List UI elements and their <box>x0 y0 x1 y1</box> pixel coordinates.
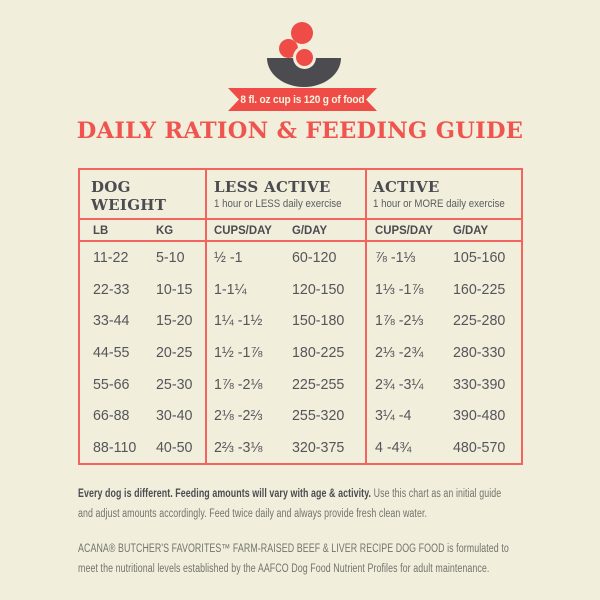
grams-value: 60-120 <box>292 249 337 267</box>
dog-weight-title-line1: DOG <box>91 178 131 196</box>
kibble-dot-icon <box>291 22 313 44</box>
column-less-active: LESS ACTIVE 1 hour or LESS daily exercis… <box>205 170 365 463</box>
table-row: 1⅞ -2⅓ 225-280 <box>367 305 521 337</box>
table-row: 1¼ -1½ 150-180 <box>207 305 365 337</box>
table-row: ½ -1 60-120 <box>207 242 365 274</box>
col-header-cups-day: CUPS/DAY <box>214 223 272 237</box>
page-title: DAILY RATION & FEEDING GUIDE <box>76 118 524 144</box>
lb-value: 11-22 <box>93 249 129 267</box>
col-header-g-day: G/DAY <box>292 223 328 237</box>
kg-value: 15-20 <box>156 312 193 330</box>
table-row: 1-1¼ 120-150 <box>207 274 365 306</box>
cup-measure-text: 8 fl. oz cup is 120 g of food <box>240 93 365 106</box>
table-row: 1⅞ -2⅛ 225-255 <box>207 368 365 400</box>
col-header-lb: LB <box>93 223 109 237</box>
dog-weight-rows: 11-22 5-10 22-33 10-15 33-44 15-20 44-55 20-… <box>80 242 205 463</box>
lb-value: 44-55 <box>93 343 130 361</box>
grams-value: 180-225 <box>292 343 345 361</box>
grams-value: 390-480 <box>453 407 506 425</box>
cups-value: 1-1¼ <box>214 280 247 298</box>
cups-value: 3¼ -4 <box>375 407 412 425</box>
table-row: 11-22 5-10 <box>80 242 205 274</box>
aafco-statement: ACANA® BUTCHER'S FAVORITES™ FARM-RAISED … <box>78 543 509 575</box>
active-header: ACTIVE 1 hour or MORE daily exercise <box>367 170 521 218</box>
lb-value: 55-66 <box>93 375 130 393</box>
cup-measure-banner: 8 fl. oz cup is 120 g of food <box>228 88 377 111</box>
less-active-header: LESS ACTIVE 1 hour or LESS daily exercis… <box>207 170 365 218</box>
col-header-cups-day: CUPS/DAY <box>375 223 433 237</box>
table-row: 66-88 30-40 <box>80 400 205 432</box>
table-row: 4 -4¾ 480-570 <box>367 431 521 463</box>
column-active: ACTIVE 1 hour or MORE daily exercise CUP… <box>365 170 521 463</box>
less-active-rows: ½ -1 60-120 1-1¼ 120-150 1¼ -1½ 150-180 1½ … <box>207 242 365 463</box>
active-subheader: CUPS/DAY G/DAY <box>367 218 521 242</box>
cups-value: 1¼ -1½ <box>214 312 263 330</box>
grams-value: 255-320 <box>292 407 345 425</box>
table-row: 1½ -1⅞ 180-225 <box>207 337 365 369</box>
table-row: 22-33 10-15 <box>80 274 205 306</box>
active-rows: ⅞ -1⅓ 105-160 1⅓ -1⅞ 160-225 1⅞ -2⅓ 225-280… <box>367 242 521 463</box>
col-header-g-day: G/DAY <box>453 223 489 237</box>
dog-weight-header: DOG WEIGHT <box>80 170 205 218</box>
grams-value: 480-570 <box>453 438 506 456</box>
table-row: 44-55 20-25 <box>80 337 205 369</box>
dog-weight-subheader: LB KG <box>80 218 205 242</box>
kg-value: 5-10 <box>156 249 185 267</box>
cups-value: 2¾ -3¼ <box>375 375 424 393</box>
table-row: 3¼ -4 390-480 <box>367 400 521 432</box>
cups-value: 2⅓ -2¾ <box>375 343 424 361</box>
less-active-subheader: CUPS/DAY G/DAY <box>207 218 365 242</box>
grams-value: 160-225 <box>453 280 506 298</box>
less-active-subtitle: 1 hour or LESS daily exercise <box>214 198 342 211</box>
lb-value: 66-88 <box>93 407 130 425</box>
table-row: 33-44 15-20 <box>80 305 205 337</box>
disclaimer-regular-text: Use this chart as an initial guide and a… <box>78 488 502 520</box>
table-row: 88-110 40-50 <box>80 431 205 463</box>
less-active-title: LESS ACTIVE <box>214 178 331 196</box>
feeding-table: DOG WEIGHT LB KG 11-22 5-10 22-33 10-15 33… <box>78 168 523 465</box>
table-row: 2⅛ -2⅔ 255-320 <box>207 400 365 432</box>
cups-value: 1⅓ -1⅞ <box>375 280 424 298</box>
cups-value: 2⅔ -3⅛ <box>214 438 263 456</box>
lb-value: 88-110 <box>93 438 137 456</box>
cups-value: ⅞ -1⅓ <box>375 249 416 267</box>
grams-value: 225-280 <box>453 312 506 330</box>
table-row: 1⅓ -1⅞ 160-225 <box>367 274 521 306</box>
lb-value: 33-44 <box>93 312 130 330</box>
grams-value: 280-330 <box>453 343 506 361</box>
grams-value: 225-255 <box>292 375 345 393</box>
cups-value: 1⅞ -2⅛ <box>214 375 263 393</box>
grams-value: 330-390 <box>453 375 506 393</box>
table-row: 2¾ -3¼ 330-390 <box>367 368 521 400</box>
kg-value: 25-30 <box>156 375 193 393</box>
table-row: 2⅓ -2¾ 280-330 <box>367 337 521 369</box>
feeding-disclaimer: Every dog is different. Feeding amounts … <box>78 485 518 525</box>
dog-weight-title-line2: WEIGHT <box>91 196 167 215</box>
grams-value: 150-180 <box>292 312 345 330</box>
table-row: ⅞ -1⅓ 105-160 <box>367 242 521 274</box>
disclaimer-bold-text: Every dog is different. Feeding amounts … <box>78 488 372 500</box>
col-header-kg: KG <box>156 223 174 237</box>
grams-value: 320-375 <box>292 438 345 456</box>
table-row: 55-66 25-30 <box>80 368 205 400</box>
cups-value: 4 -4¾ <box>375 438 412 456</box>
grams-value: 105-160 <box>453 249 506 267</box>
column-dog-weight: DOG WEIGHT LB KG 11-22 5-10 22-33 10-15 33… <box>80 170 205 463</box>
table-row: 2⅔ -3⅛ 320-375 <box>207 431 365 463</box>
kibble-dot-icon <box>296 49 313 66</box>
cups-value: 1½ -1⅞ <box>214 343 263 361</box>
cups-value: ½ -1 <box>214 249 243 267</box>
lb-value: 22-33 <box>93 280 130 298</box>
cups-value: 2⅛ -2⅔ <box>214 407 263 425</box>
kg-value: 10-15 <box>156 280 193 298</box>
active-title: ACTIVE <box>373 178 440 196</box>
grams-value: 120-150 <box>292 280 345 298</box>
kg-value: 20-25 <box>156 343 193 361</box>
kg-value: 30-40 <box>156 407 193 425</box>
kg-value: 40-50 <box>156 438 193 456</box>
active-subtitle: 1 hour or MORE daily exercise <box>373 198 505 211</box>
cups-value: 1⅞ -2⅓ <box>375 312 424 330</box>
